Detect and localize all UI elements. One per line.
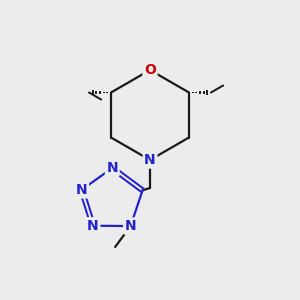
Text: N: N [125, 219, 136, 233]
Text: N: N [76, 183, 88, 197]
Text: N: N [144, 153, 156, 167]
Text: N: N [87, 219, 99, 233]
Text: N: N [106, 161, 118, 175]
Text: O: O [144, 63, 156, 77]
